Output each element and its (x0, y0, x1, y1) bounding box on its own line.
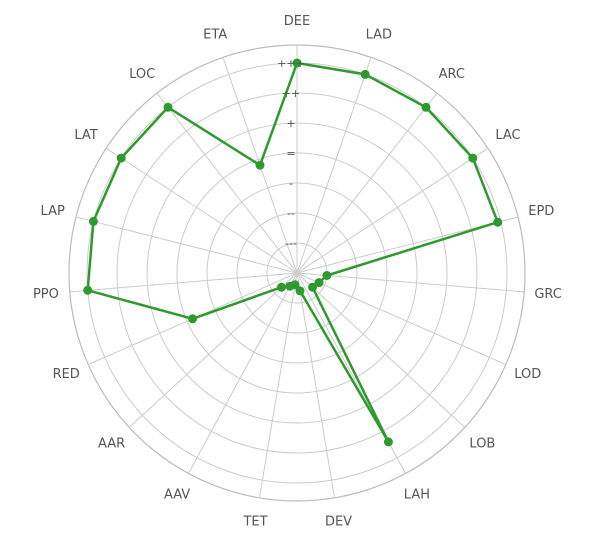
data-point-dev (295, 286, 305, 296)
data-point-lah (383, 437, 393, 447)
axis-label-eta: ETA (203, 28, 227, 43)
radar-grid (68, 44, 526, 502)
spoke-line (296, 272, 466, 428)
spoke-line (128, 272, 298, 428)
ring-labels: ------=++++++ (277, 57, 305, 250)
data-point-lac (468, 153, 478, 163)
spoke-line (105, 147, 298, 274)
data-point-loc (163, 102, 173, 112)
axis-label-lob: LOB (469, 437, 495, 452)
data-point-lad (360, 69, 370, 79)
spoke-line (296, 272, 506, 366)
axis-label-aar: AAR (98, 437, 125, 452)
ring-label: -- (287, 207, 295, 220)
axis-label-arc: ARC (439, 67, 465, 82)
data-point-aar (277, 282, 286, 292)
data-point-red (188, 314, 198, 324)
spoke-line (296, 147, 489, 274)
axis-label-aav: AAV (164, 488, 190, 503)
series-layer (83, 58, 503, 447)
axis-label-lac: LAC (495, 128, 520, 143)
axis-label-grc: GRC (534, 287, 562, 302)
spoke-line (258, 272, 298, 498)
data-point-dee (292, 58, 302, 68)
data-point-lat (116, 153, 126, 163)
axis-label-loc: LOC (129, 67, 155, 82)
axis-label-lat: LAT (74, 128, 97, 143)
axis-label-ppo: PPO (33, 287, 59, 302)
data-point-arc (421, 102, 431, 112)
spoke-line (296, 272, 525, 293)
ring-label: + (286, 117, 295, 130)
spoke-line (188, 272, 298, 474)
data-point-grc (322, 271, 332, 280)
axis-label-dev: DEV (325, 515, 352, 530)
ring-label: +++ (277, 57, 305, 70)
axis-label-lap: LAP (41, 204, 65, 219)
spoke-line (156, 92, 298, 274)
axis-label-red: RED (53, 367, 80, 382)
axis-label-epd: EPD (528, 204, 554, 219)
spoke-line (75, 216, 298, 274)
ring-label: - (289, 177, 293, 190)
ring-label: --- (285, 237, 297, 250)
data-point-aav (285, 281, 295, 291)
spoke-line (296, 92, 438, 274)
data-point-ppo (83, 285, 93, 295)
axis-label-dee: DEE (284, 14, 310, 29)
data-point-lap (88, 216, 98, 226)
data-point-lob (308, 282, 317, 292)
ring-label: = (286, 147, 295, 160)
axis-label-lah: LAH (404, 488, 430, 503)
data-point-lod (314, 278, 324, 288)
axis-label-tet: TET (242, 515, 267, 530)
axis-labels: DEE LAD ARC LAC EPD GRC LOD LOB LAH DEV TET AAV AAR R… (33, 14, 562, 530)
spoke-line (69, 272, 298, 293)
spoke-line (296, 272, 336, 498)
spoke-line (296, 57, 372, 274)
data-point-epd (493, 217, 503, 227)
data-point-eta (255, 160, 265, 170)
axis-label-lod: LOD (514, 367, 541, 382)
axis-label-lad: LAD (366, 28, 392, 43)
ring-label: ++ (282, 87, 300, 100)
